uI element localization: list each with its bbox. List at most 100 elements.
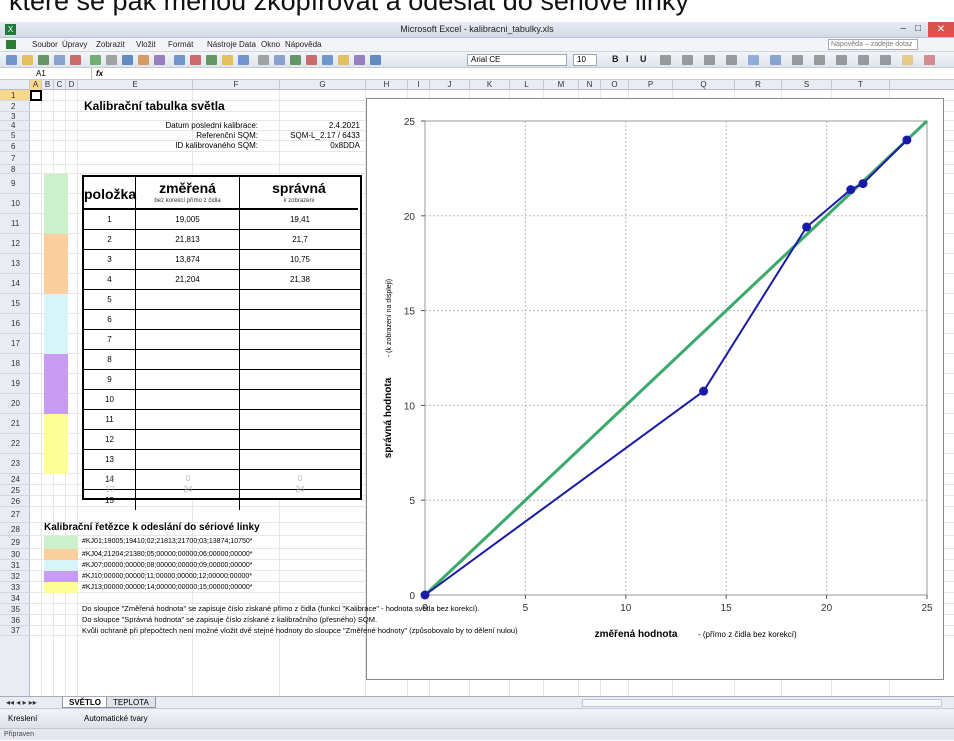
row-header[interactable]: 15 [0,294,30,314]
column-header[interactable]: D [66,80,78,90]
maximize-icon[interactable]: □ [914,23,921,34]
toolbar-button-icon[interactable] [38,55,49,65]
toolbar-button-icon[interactable] [338,55,349,65]
column-header[interactable]: L [510,80,544,90]
menu-úpravy[interactable]: Úpravy [62,40,88,49]
toolbar-button-icon[interactable] [6,55,17,65]
row-header[interactable]: 30 [0,549,30,560]
row-header[interactable]: 21 [0,414,30,434]
toolbar-button-icon[interactable] [354,55,365,65]
column-header[interactable]: A [30,80,42,90]
toolbar-button-icon[interactable] [106,55,117,65]
horizontal-scrollbar[interactable] [582,699,942,707]
row-header[interactable]: 5 [0,131,30,141]
measured-value[interactable] [136,370,240,389]
bold-icon[interactable]: B [612,54,619,64]
row-header[interactable]: 32 [0,571,30,582]
font-size-select[interactable]: 10 [573,54,597,66]
measured-value[interactable] [136,310,240,329]
table-row[interactable]: 4 21,204 21,38 [84,270,360,290]
column-header[interactable]: I [408,80,430,90]
format-button-icon[interactable] [792,55,803,65]
toolbar-button-icon[interactable] [274,55,285,65]
correct-value[interactable]: 10,75 [289,255,311,264]
row-header[interactable]: 25 [0,485,30,496]
column-header[interactable]: S [782,80,832,90]
measured-value[interactable] [136,390,240,409]
toolbar-button-icon[interactable] [306,55,317,65]
correct-value[interactable] [240,410,360,429]
format-button-icon[interactable] [704,55,715,65]
column-header[interactable]: M [544,80,579,90]
table-row[interactable]: 3 13,874 10,75 [84,250,360,270]
column-header[interactable]: O [601,80,629,90]
menu-okno[interactable]: Okno [261,40,281,49]
table-row[interactable]: 9 [84,370,360,390]
row-header[interactable]: 1 [0,90,30,101]
row-header[interactable]: 24 [0,474,30,485]
autoshapes-button[interactable]: Automatické tvary [84,714,148,723]
toolbar-button-icon[interactable] [54,55,65,65]
correct-value[interactable] [240,370,360,389]
minimize-icon[interactable]: – [900,23,906,34]
column-header[interactable]: K [470,80,510,90]
selected-cell-a1[interactable] [30,90,42,101]
close-icon[interactable]: ✕ [928,22,954,37]
column-header[interactable]: T [832,80,890,90]
row-header[interactable]: 13 [0,254,30,274]
row-header[interactable]: 6 [0,141,30,152]
row-header[interactable]: 18 [0,354,30,374]
format-button-icon[interactable] [726,55,737,65]
correct-value[interactable] [240,290,360,309]
row-header[interactable]: 7 [0,152,30,165]
column-header[interactable]: J [430,80,470,90]
row-header[interactable]: 11 [0,214,30,234]
toolbar-button-icon[interactable] [174,55,185,65]
row-header[interactable]: 35 [0,604,30,615]
column-header[interactable]: E [78,80,193,90]
row-header[interactable]: 28 [0,523,30,536]
row-header[interactable]: 34 [0,593,30,604]
format-button-icon[interactable] [660,55,671,65]
format-button-icon[interactable] [902,55,913,65]
row-header[interactable]: 37 [0,626,30,636]
italic-icon[interactable]: I [626,54,629,64]
row-header[interactable]: 17 [0,334,30,354]
row-header[interactable]: 9 [0,174,30,194]
toolbar-button-icon[interactable] [70,55,81,65]
column-header[interactable]: P [629,80,673,90]
measured-value[interactable]: 21,204 [136,270,240,289]
row-header[interactable]: 29 [0,536,30,549]
table-row[interactable]: 6 [84,310,360,330]
row-header[interactable]: 22 [0,434,30,454]
column-header[interactable]: R [735,80,782,90]
measured-value[interactable] [136,470,240,489]
format-button-icon[interactable] [924,55,935,65]
table-row[interactable]: 14 [84,470,360,490]
correct-value[interactable] [240,350,360,369]
toolbar-button-icon[interactable] [138,55,149,65]
column-header[interactable]: B [42,80,54,90]
correct-value[interactable] [240,330,360,349]
column-header[interactable]: H [366,80,408,90]
tab-svetlo[interactable]: SVĚTLO [62,697,109,708]
menu-vložit[interactable]: Vložit [136,40,156,49]
measured-value[interactable]: 13,874 [136,250,240,269]
format-button-icon[interactable] [682,55,693,65]
row-header[interactable]: 14 [0,274,30,294]
measured-value[interactable] [136,430,240,449]
row-header[interactable]: 31 [0,560,30,571]
row-header[interactable]: 23 [0,454,30,474]
draw-menu-button[interactable]: Kreslení [8,714,38,723]
name-box[interactable]: A1 [18,68,92,79]
row-header[interactable]: 2 [0,101,30,112]
table-row[interactable]: 8 [84,350,360,370]
table-row[interactable]: 7 [84,330,360,350]
table-row[interactable]: 2 21,813 21,7 [84,230,360,250]
measured-value[interactable] [136,410,240,429]
table-row[interactable]: 15 [84,490,360,510]
toolbar-button-icon[interactable] [22,55,33,65]
toolbar-button-icon[interactable] [154,55,165,65]
toolbar-button-icon[interactable] [122,55,133,65]
measured-value[interactable] [136,450,240,469]
